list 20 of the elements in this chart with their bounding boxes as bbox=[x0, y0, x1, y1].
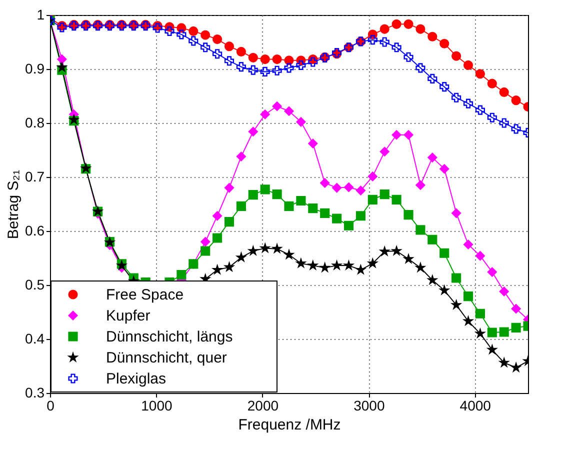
legend-label: Dünnschicht, quer bbox=[106, 350, 227, 366]
legend-label: Free Space bbox=[106, 286, 184, 304]
y-axis-title: Betrag S₂₁ bbox=[5, 170, 22, 240]
y-tick-label: 0.5 bbox=[25, 276, 45, 292]
y-tick-label: 0.7 bbox=[25, 168, 45, 184]
legend-label: Kupfer bbox=[106, 308, 150, 324]
y-tick-label: 0.9 bbox=[25, 60, 45, 76]
y-tick-label: 1 bbox=[36, 6, 45, 22]
y-tick-label: 0.4 bbox=[25, 330, 45, 346]
x-tick-label: 3000 bbox=[354, 398, 385, 414]
y-tick-label: 0.3 bbox=[25, 384, 45, 400]
x-tick-label: 4000 bbox=[460, 398, 492, 414]
x-tick-label: 0 bbox=[46, 398, 55, 414]
legend-label: Plexiglas bbox=[106, 370, 166, 388]
x-tick-label: 1000 bbox=[141, 398, 173, 414]
x-tick-label: 2000 bbox=[247, 398, 279, 414]
y-tick-label: 0.6 bbox=[25, 222, 45, 238]
x-axis-title: Frequenz /MHz bbox=[238, 416, 341, 434]
legend-label: Dünnschicht, längs bbox=[106, 328, 233, 346]
y-tick-label: 0.8 bbox=[25, 114, 45, 130]
